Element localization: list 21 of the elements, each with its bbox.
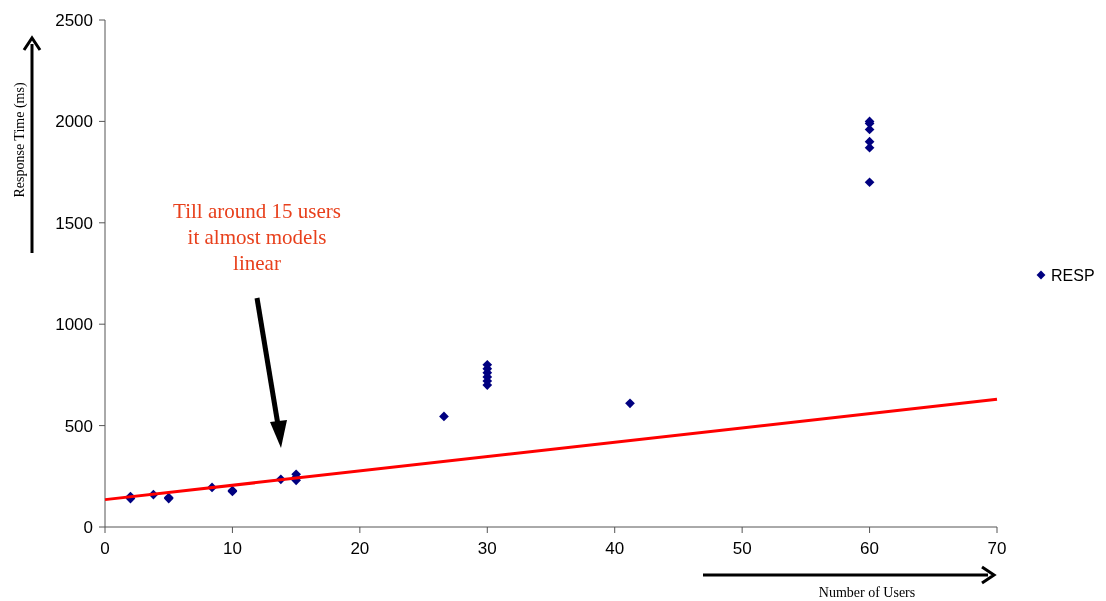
x-tick-label: 20 [350,539,370,558]
x-tick-label: 0 [100,539,110,558]
point [864,177,875,188]
x-tick-label: 40 [605,539,625,558]
y-tick-label: 2500 [55,10,93,30]
y-tick-label: 2000 [55,112,93,132]
y-tick-label: 500 [64,416,93,436]
x-tick-label: 50 [732,539,752,558]
y-tick-label: 0 [83,517,93,537]
annotation: Till around 15 users it almost models linear [173,199,341,275]
x-tick-label: 70 [987,539,1007,558]
x-tick-label: 60 [860,539,880,558]
x-tick-label: 10 [222,539,242,558]
point [625,398,635,409]
y-axis-title: Response Time (ms) [12,82,28,198]
legend-label: RESP [1051,266,1095,284]
point [439,411,449,422]
x-axis-title: Number of Users [818,585,916,600]
y-tick-label: 1000 [55,315,93,335]
x-tick-label: 30 [477,539,497,558]
y-tick-label: 1500 [55,213,93,233]
